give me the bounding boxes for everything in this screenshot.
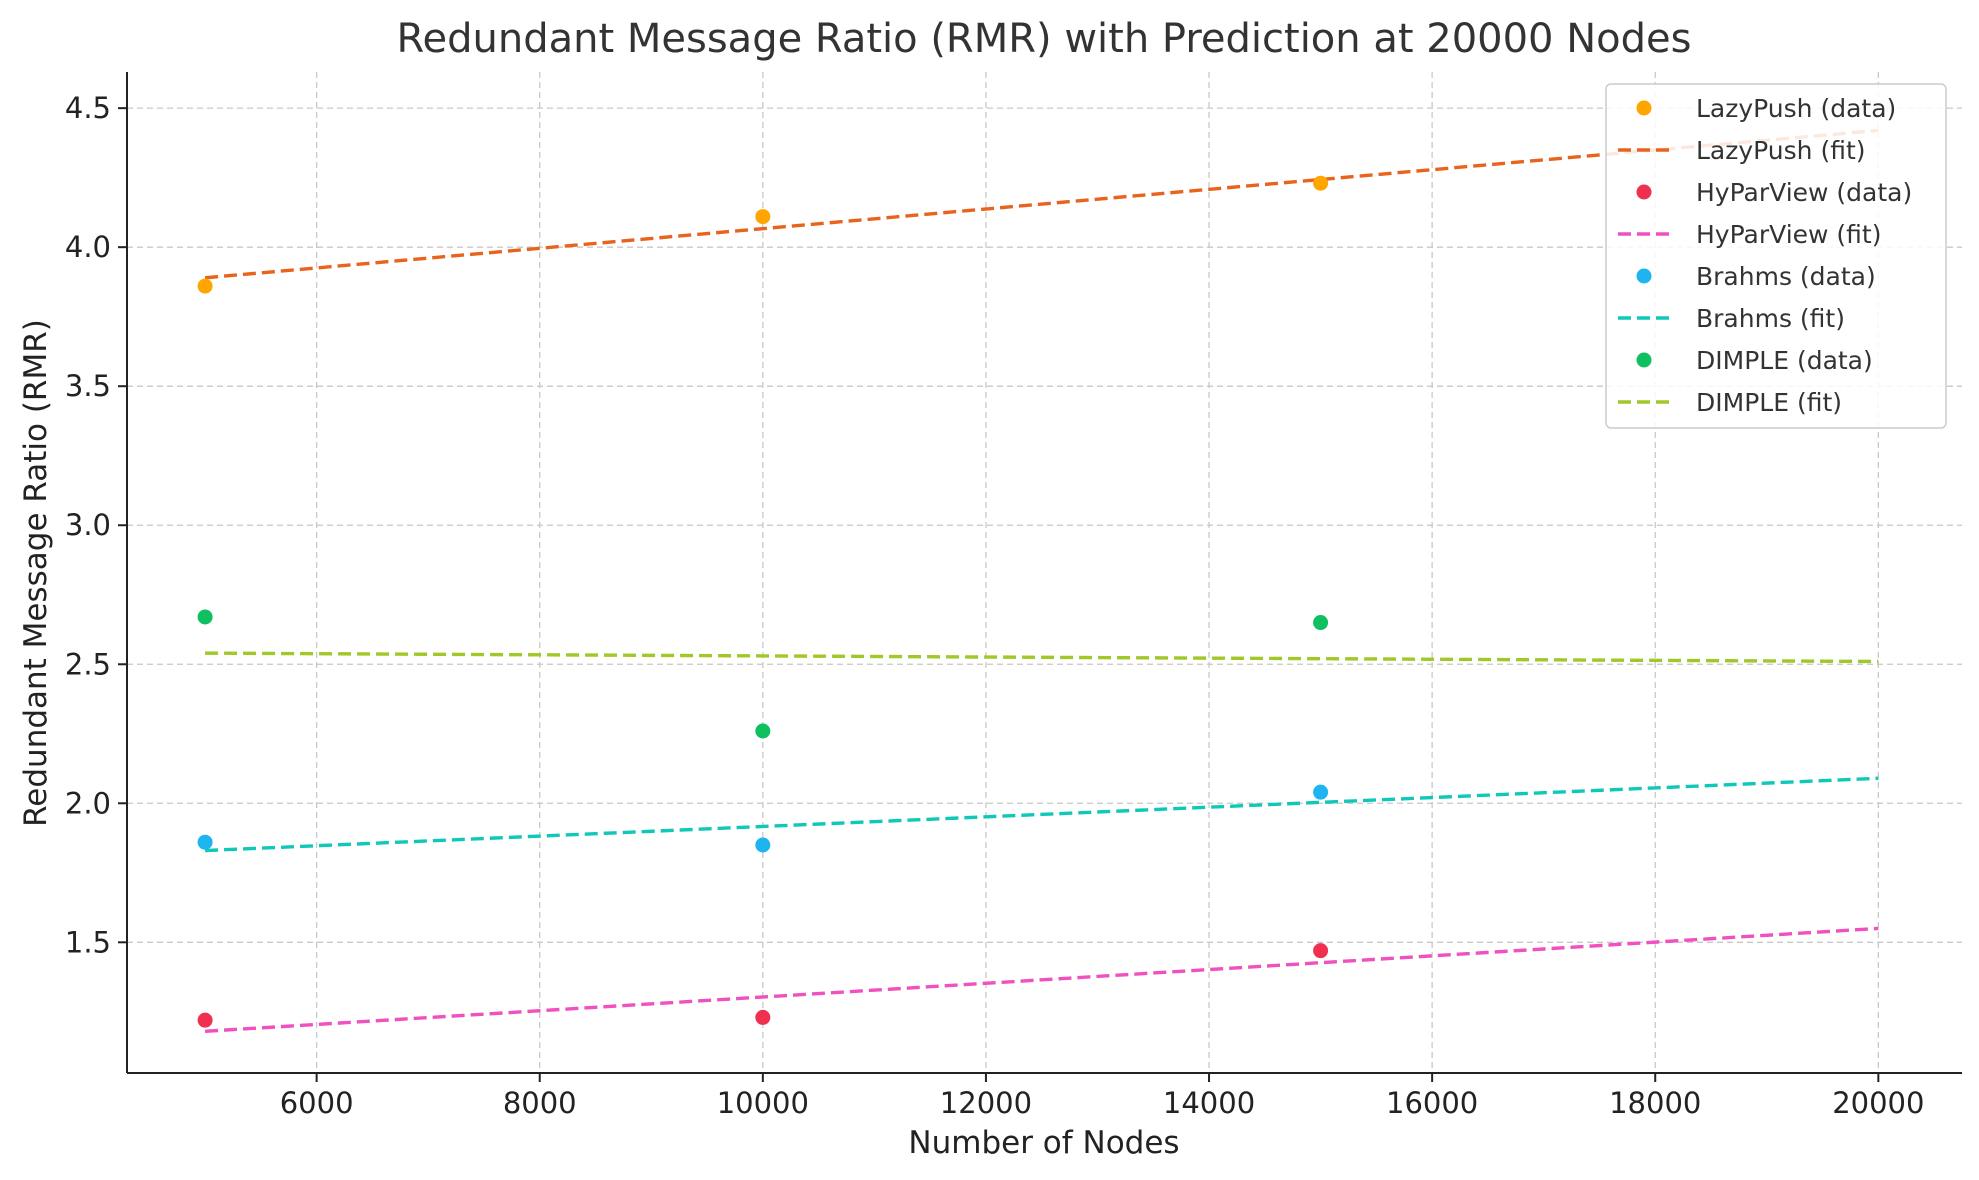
dimple-data-point <box>197 609 213 625</box>
legend-label-lazypush-fit: LazyPush (fit) <box>1696 136 1866 165</box>
hyparview-fit-line <box>204 926 1879 1033</box>
y-tick-label: 2.5 <box>65 647 111 681</box>
y-tick-label: 3.5 <box>65 369 111 403</box>
chart-title: Redundant Message Ratio (RMR) with Predi… <box>397 16 1692 62</box>
brahms-fit-line <box>205 776 1879 853</box>
y-tick-label: 4.0 <box>65 230 111 264</box>
legend-label-hyparview-fit: HyParView (fit) <box>1696 220 1881 249</box>
x-tick-label: 14000 <box>1163 1086 1255 1120</box>
ticks-layer: 6000 8000 10000 12000 14000 16000 18000 20000 1.… <box>65 91 1925 1120</box>
legend-swatch-dimple-data <box>1636 352 1652 368</box>
legend-swatch-hyparview-data <box>1636 184 1652 200</box>
lazypush-fit-line <box>204 128 1879 280</box>
x-tick-label: 8000 <box>503 1086 577 1120</box>
legend-swatch-lazypush-data <box>1636 100 1652 116</box>
lazypush-data-point <box>755 209 771 225</box>
legend-label-dimple-data: DIMPLE (data) <box>1696 346 1873 375</box>
dimple-fit-line <box>205 651 1879 664</box>
x-tick-label: 12000 <box>940 1086 1032 1120</box>
grid-layer <box>127 72 1962 1073</box>
legend-frame <box>1605 83 1947 429</box>
dimple-data-point <box>755 723 771 739</box>
legend-label-dimple-fit: DIMPLE (fit) <box>1696 388 1842 417</box>
y-tick-label: 2.0 <box>65 786 111 820</box>
legend-label-brahms-fit: Brahms (fit) <box>1696 304 1845 333</box>
brahms-data-point <box>755 837 771 853</box>
legend-label-brahms-data: Brahms (data) <box>1696 262 1876 291</box>
fit-lines-layer <box>204 128 1879 1033</box>
brahms-data-point <box>1313 784 1329 800</box>
hyparview-data-point <box>197 1012 213 1028</box>
x-tick-label: 20000 <box>1832 1086 1924 1120</box>
legend-swatch-brahms-data <box>1636 268 1652 284</box>
legend-label-lazypush-data: LazyPush (data) <box>1696 94 1896 123</box>
y-tick-label: 4.5 <box>65 91 111 125</box>
brahms-data-point <box>197 834 213 850</box>
lazypush-data-point <box>1313 175 1329 191</box>
x-tick-label: 16000 <box>1386 1086 1478 1120</box>
x-tick-label: 6000 <box>280 1086 354 1120</box>
x-tick-label: 10000 <box>717 1086 809 1120</box>
lazypush-data-point <box>197 278 213 294</box>
y-axis-label: Redundant Message Ratio (RMR) <box>18 319 54 827</box>
legend: LazyPush (data) LazyPush (fit) HyParView (… <box>1605 83 1947 429</box>
x-axis-label: Number of Nodes <box>908 1125 1179 1161</box>
hyparview-data-point <box>755 1009 771 1025</box>
y-tick-label: 3.0 <box>65 508 111 542</box>
data-points-layer <box>197 175 1329 1028</box>
hyparview-data-point <box>1313 943 1329 959</box>
dimple-data-point <box>1313 615 1329 631</box>
legend-label-hyparview-data: HyParView (data) <box>1696 178 1912 207</box>
y-tick-label: 1.5 <box>65 925 111 959</box>
x-tick-label: 18000 <box>1609 1086 1701 1120</box>
